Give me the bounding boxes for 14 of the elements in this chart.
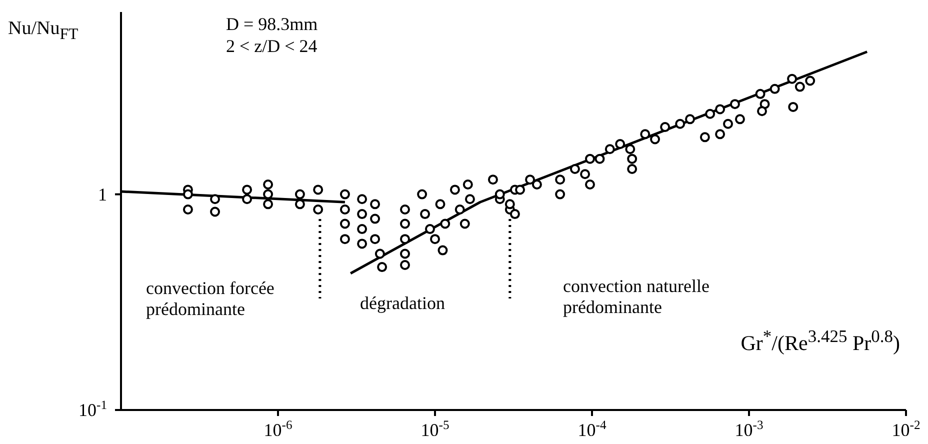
- annotation: convection naturelle prédominante: [563, 276, 710, 318]
- x-tick-label: 10$^{-6}$: [264, 418, 292, 440]
- x-axis-title: Gr$^{*}$/(Re$^{3.425}$ Pr$^{0.8}$): [740, 326, 900, 356]
- y-tick-label: 10$^{-1}$: [78, 398, 107, 420]
- y-tick-label: 1: [98, 184, 107, 204]
- x-tick-label: 10$^{-2}$: [892, 418, 920, 440]
- x-tick-label: 10$^{-4}$: [578, 418, 607, 440]
- y-axis-title: Nu/Nu$_{FT}$: [8, 18, 78, 44]
- annotation: convection forcée prédominante: [146, 278, 276, 320]
- x-tick-label: 10$^{-5}$: [420, 418, 450, 440]
- annotation: 2 < z/D < 24: [226, 36, 318, 57]
- x-tick-label: 10$^{-3}$: [734, 418, 764, 440]
- annotation: D = 98.3mm: [226, 14, 319, 35]
- annotation: dégradation: [360, 293, 446, 314]
